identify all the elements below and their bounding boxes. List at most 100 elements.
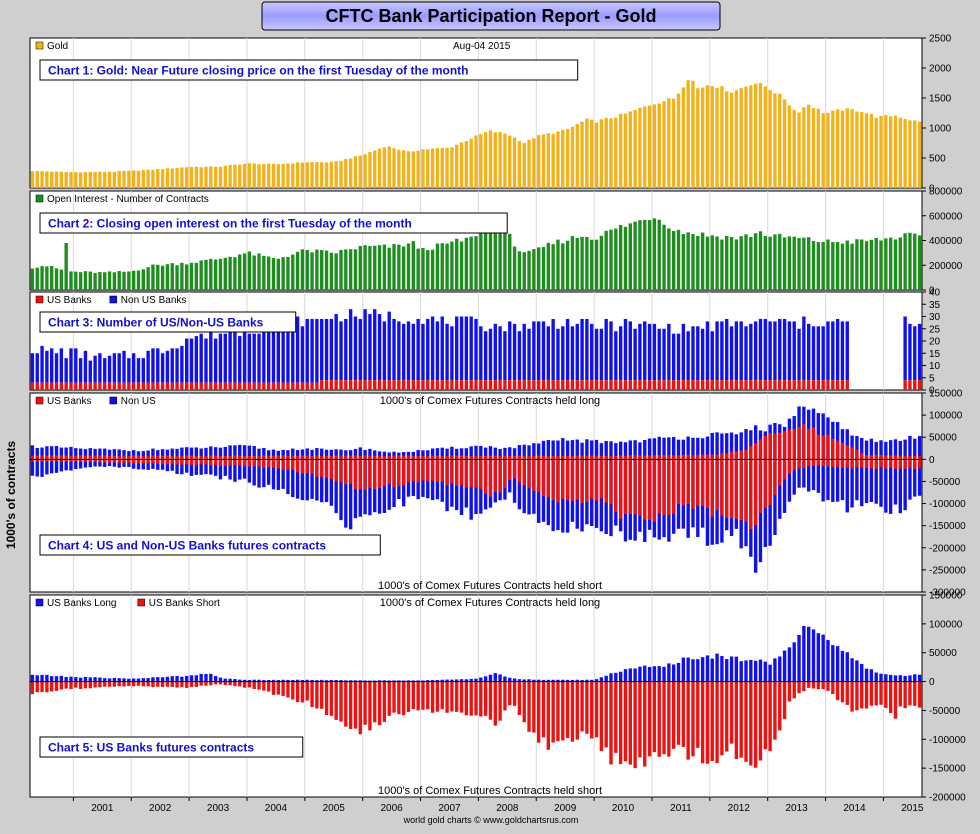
chart5-bar-short bbox=[238, 681, 242, 687]
chart2-bar bbox=[50, 265, 54, 290]
chart5-bar-short bbox=[363, 681, 367, 725]
chart4-bar-non-us-long bbox=[213, 447, 218, 460]
chart3-bar-us bbox=[426, 380, 430, 390]
chart4-bar-non-us-long bbox=[122, 450, 126, 460]
chart3-bar-non-us bbox=[218, 333, 223, 383]
chart4-bar-non-us-short bbox=[141, 459, 145, 470]
chart3-bar-non-us bbox=[310, 318, 314, 383]
chart3-bar-us bbox=[300, 382, 305, 390]
chart3-bar-non-us bbox=[807, 323, 811, 381]
chart5-bar-long bbox=[377, 680, 382, 682]
chart4-bar-us-short bbox=[807, 459, 811, 467]
chart5-bar-short bbox=[88, 681, 92, 689]
chart3-bar-non-us bbox=[561, 326, 565, 381]
chart5-bar-long bbox=[551, 679, 555, 682]
chart3-bar-us bbox=[546, 380, 551, 390]
chart3-bar-non-us bbox=[300, 326, 305, 383]
chart1-ytick-label: 2000 bbox=[929, 64, 952, 75]
chart2-bar bbox=[382, 244, 387, 290]
chart1-bar bbox=[98, 171, 102, 188]
chart4-bar-us-short bbox=[401, 459, 406, 486]
chart4-bar-us-short bbox=[426, 459, 430, 482]
chart4-bar-non-us-long bbox=[512, 448, 517, 460]
chart1-bar bbox=[556, 131, 560, 188]
chart5-bar-short bbox=[903, 681, 907, 709]
chart5-bar-long bbox=[450, 679, 454, 682]
chart4-bar-us-short bbox=[725, 459, 729, 518]
chart5-bar-long bbox=[127, 678, 131, 682]
chart5-bar-short bbox=[753, 681, 758, 768]
chart1-bar bbox=[676, 93, 681, 188]
chart5-bar-short bbox=[739, 681, 743, 758]
chart3-bar-non-us bbox=[464, 316, 469, 381]
chart4-bar-non-us-short bbox=[811, 459, 816, 491]
chart1-bar bbox=[512, 137, 517, 188]
chart5-bar-long bbox=[594, 679, 599, 682]
chart1-bar bbox=[855, 111, 859, 188]
chart2-bar bbox=[729, 237, 734, 290]
chart3-bar-us bbox=[676, 380, 681, 390]
chart4-bar-us-long bbox=[373, 455, 377, 460]
chart5-bar-short bbox=[884, 681, 888, 708]
chart1-bar bbox=[758, 83, 763, 188]
chart4-bar-non-us-short bbox=[136, 459, 141, 470]
chart4-bar-non-us-long bbox=[715, 432, 719, 460]
chart4-bar-non-us-short bbox=[238, 459, 242, 480]
chart3-bar-us bbox=[238, 382, 242, 390]
chart4-bar-non-us-long bbox=[700, 438, 705, 460]
chart5-bar-short bbox=[633, 681, 637, 769]
chart3-bar-non-us bbox=[908, 323, 912, 381]
chart4-bar-us-long bbox=[324, 455, 329, 460]
chart1-bar bbox=[392, 148, 396, 188]
chart5-bar-short bbox=[223, 681, 227, 686]
chart2-bar bbox=[276, 258, 281, 290]
chart4-bar-non-us-long bbox=[127, 451, 131, 460]
chart4-bar-us-short bbox=[734, 459, 739, 520]
chart4-bar-non-us-long bbox=[618, 441, 623, 460]
chart1-bar bbox=[262, 163, 266, 188]
chart4-bar-us-long bbox=[281, 455, 285, 460]
chart5-bar-long bbox=[339, 680, 343, 682]
chart1-bar bbox=[893, 115, 898, 188]
chart2-bar bbox=[257, 253, 261, 290]
chart2-bar bbox=[580, 236, 584, 290]
chart5-bar-long bbox=[739, 661, 743, 682]
chart5-ytick-label: 50000 bbox=[929, 648, 957, 659]
chart4-bar-us-short bbox=[551, 459, 555, 501]
chart5-bar-long bbox=[45, 674, 49, 682]
chart3-bar-us bbox=[199, 382, 203, 390]
chart4-bar-us-short bbox=[30, 459, 35, 462]
chart3-bar-us bbox=[671, 380, 676, 390]
chart5-bar-short bbox=[618, 681, 623, 765]
chart5-bar-short bbox=[686, 681, 690, 760]
chart4-bar-us-short bbox=[266, 459, 271, 468]
chart2-bar bbox=[455, 238, 459, 290]
chart4-bar-non-us-long bbox=[348, 450, 353, 460]
chart3-bar-non-us bbox=[344, 318, 348, 381]
chart5-bar-long bbox=[753, 660, 758, 682]
chart5-bar-long bbox=[729, 656, 734, 682]
chart3-bar-us bbox=[778, 380, 782, 390]
chart4-bar-us-short bbox=[541, 459, 546, 497]
chart5-bar-long bbox=[324, 680, 329, 682]
chart2-bar bbox=[426, 250, 430, 290]
chart3-bar-us bbox=[807, 380, 811, 390]
chart4-bar-non-us-short bbox=[170, 459, 174, 471]
chart5-bar-short bbox=[329, 681, 334, 716]
chart4-bar-non-us-long bbox=[594, 439, 599, 460]
chart5-bar-long bbox=[348, 680, 353, 682]
chart2-bar bbox=[430, 249, 435, 290]
chart3-bar-us bbox=[826, 380, 830, 390]
chart4-bar-us-long bbox=[238, 455, 242, 460]
chart4-bar-non-us-long bbox=[426, 450, 430, 460]
chart3-bar-non-us bbox=[348, 309, 353, 381]
chart4-bar-us-long bbox=[512, 456, 517, 460]
chart5-bar-short bbox=[860, 681, 864, 709]
chart3-bar-non-us bbox=[180, 345, 184, 383]
chart5-bar-long bbox=[787, 647, 792, 682]
chart4-bar-us-short bbox=[430, 459, 435, 481]
chart5-bar-short bbox=[430, 681, 435, 713]
chart4-bar-us-long bbox=[416, 456, 420, 460]
chart3-bar-non-us bbox=[397, 321, 401, 381]
chart4-bar-us-short bbox=[358, 459, 362, 490]
